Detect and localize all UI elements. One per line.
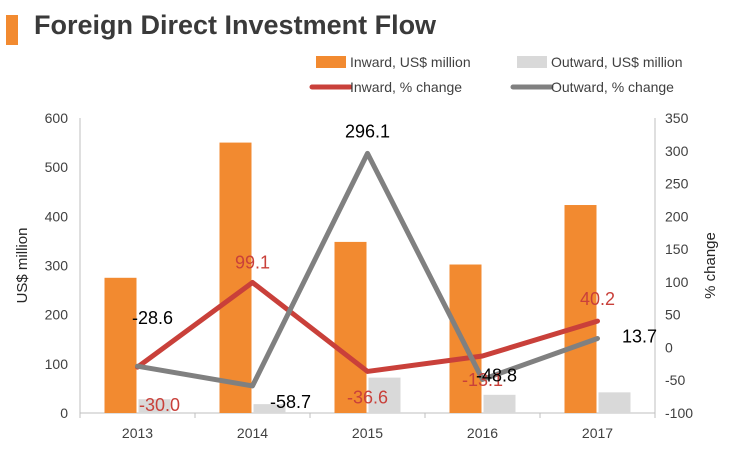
legend-label: Outward, US$ million <box>551 54 683 70</box>
line-inward-change <box>135 279 600 374</box>
bar-outward <box>253 404 286 413</box>
data-label-inward-change: 99.1 <box>235 252 270 272</box>
bar-inward <box>334 241 367 413</box>
y2-tick-label: 200 <box>665 208 689 224</box>
bar-outward <box>138 399 171 413</box>
data-label-outward-change: -58.7 <box>270 392 311 412</box>
y2-tick-label: 150 <box>665 241 689 257</box>
y-tick-label: 400 <box>45 208 69 224</box>
bar-inward <box>564 205 597 413</box>
legend-swatch <box>517 56 547 68</box>
data-label-outward-change: 296.1 <box>345 121 390 141</box>
data-label-inward-change: -36.6 <box>347 387 388 407</box>
data-label-inward-change: -13.1 <box>462 370 503 390</box>
bar-inward <box>219 142 252 414</box>
y-tick-label: 300 <box>45 258 69 274</box>
y-tick-label: 500 <box>45 159 69 175</box>
y2-tick-label: 350 <box>665 110 689 126</box>
y2-tick-label: -50 <box>665 372 685 388</box>
y2-axis-label: % change <box>702 232 719 299</box>
y-tick-label: 600 <box>45 110 69 126</box>
y2-tick-label: 50 <box>665 307 681 323</box>
bar-outward <box>483 394 516 413</box>
y-tick-label: 0 <box>60 405 68 421</box>
y-tick-label: 100 <box>45 356 69 372</box>
data-label-inward-change: -30.0 <box>139 395 180 415</box>
legend-label: Inward, % change <box>350 79 462 95</box>
y2-tick-label: 300 <box>665 143 689 159</box>
legend-label: Inward, US$ million <box>350 54 471 70</box>
legend-swatch <box>316 56 346 68</box>
line-outward-change <box>135 150 600 389</box>
x-tick-label: 2013 <box>122 425 153 441</box>
title-accent-bar <box>6 15 18 45</box>
x-tick-label: 2017 <box>582 425 613 441</box>
y2-tick-label: 100 <box>665 274 689 290</box>
x-tick-label: 2015 <box>352 425 383 441</box>
data-label-inward-change: 40.2 <box>580 289 615 309</box>
data-label-outward-change: -28.6 <box>132 308 173 328</box>
y2-tick-label: -100 <box>665 405 693 421</box>
bar-inward <box>449 264 482 413</box>
data-label-outward-change: -48.8 <box>476 365 517 385</box>
x-tick-label: 2016 <box>467 425 498 441</box>
chart-title: Foreign Direct Investment Flow <box>34 10 437 40</box>
bar-outward <box>368 377 401 413</box>
data-label-outward-change: 13.7 <box>622 326 657 346</box>
y2-tick-label: 0 <box>665 339 673 355</box>
bar-inward <box>104 277 137 413</box>
y2-tick-label: 250 <box>665 176 689 192</box>
legend-label: Outward, % change <box>551 79 674 95</box>
x-tick-label: 2014 <box>237 425 268 441</box>
bar-outward <box>598 392 631 413</box>
y-tick-label: 200 <box>45 307 69 323</box>
y-axis-label: US$ million <box>14 228 31 304</box>
